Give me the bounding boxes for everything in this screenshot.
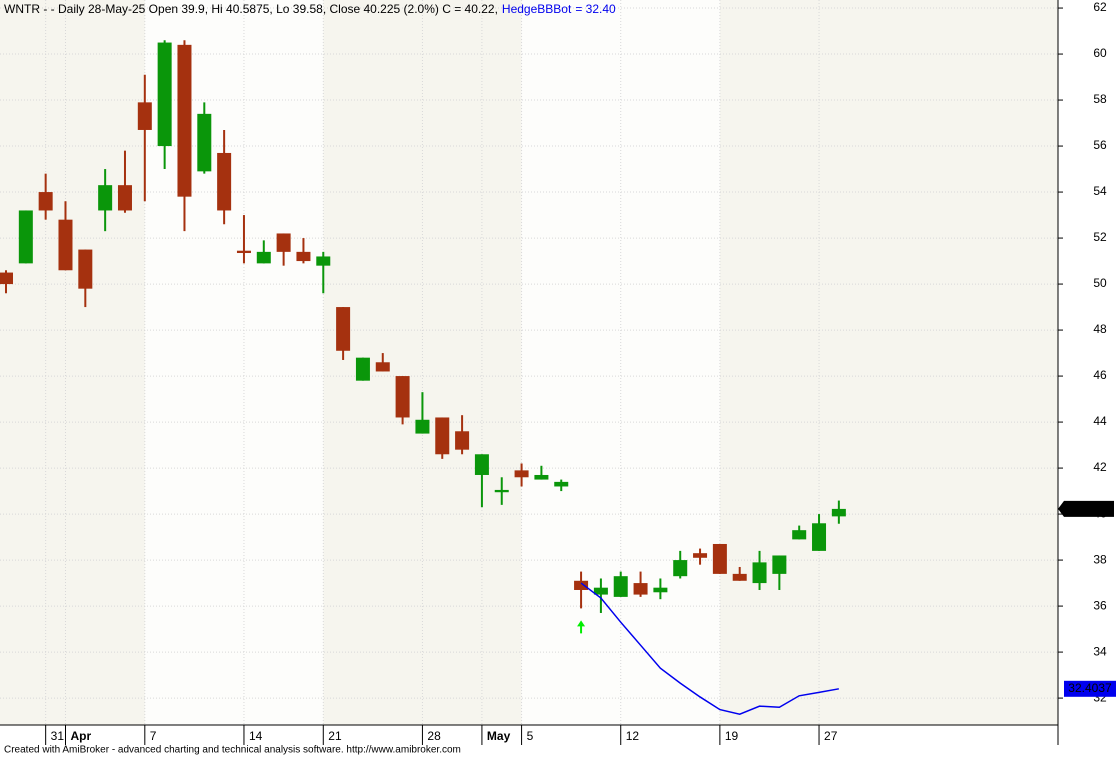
y-tick-label: 36 [1093,598,1107,612]
candle-body [474,454,489,475]
footer: Created with AmiBroker - advanced charti… [4,745,461,756]
candle-body [58,219,73,271]
x-tick-label: 14 [249,729,263,743]
candle-body [256,251,271,264]
candle-body [157,42,172,147]
candle-body [117,185,132,211]
candle-body [514,470,529,478]
value-label: 32.4037 [1068,681,1112,695]
candle-body [236,250,251,254]
candle-body [812,523,827,551]
candle-body [752,562,767,584]
y-tick-label: 56 [1093,138,1107,152]
y-tick-label: 54 [1093,184,1107,198]
candle-body [355,357,370,381]
candle-body [415,419,430,434]
candle-body [177,44,192,197]
x-tick-label: May [487,729,511,743]
candle-body [712,543,727,574]
candle-body [534,474,549,480]
x-tick-label: 28 [427,729,441,743]
candle-body [613,576,628,597]
candle-body [217,152,232,211]
y-tick-label: 60 [1093,46,1107,60]
chart-title: WNTR - - Daily 28-May-25 Open 39.9, Hi 4… [4,2,616,16]
y-tick-label: 52 [1093,230,1107,244]
candle-body [296,251,311,262]
indicator-name: HedgeBBBot [502,2,572,16]
candle-body [336,307,351,351]
y-tick-label: 48 [1093,322,1107,336]
candle-body [98,185,113,211]
candle-body [633,583,648,595]
band [144,0,324,725]
y-tick-label: 62 [1093,0,1107,14]
x-tick-label: 27 [824,729,838,743]
candle-body [316,256,331,266]
y-tick-label: 42 [1093,460,1107,474]
candle-body [653,587,668,593]
candle-body [18,210,33,264]
y-tick-label: 50 [1093,276,1107,290]
title-text: WNTR - - Daily 28-May-25 Open 39.9, Hi 4… [4,2,498,16]
x-tick-label: 5 [527,729,534,743]
candle-body [792,530,807,540]
y-tick-label: 46 [1093,368,1107,382]
x-tick-label: 12 [626,729,640,743]
indicator-line [580,582,839,715]
x-tick-label: 21 [328,729,342,743]
candle-body [554,481,569,487]
value-box [1064,680,1116,697]
candle-body [772,555,787,574]
x-tick-label: 7 [150,729,157,743]
x-tick-label: 19 [725,729,739,743]
candle-body [137,102,152,130]
candle-body [0,272,13,285]
close-label: 40.225 [1070,501,1107,515]
candle-body [197,113,212,172]
candle-body [693,553,708,558]
close-box [1058,500,1114,517]
buy-arrow [577,620,586,634]
candle-body [276,233,291,252]
grid [0,0,1058,725]
y-tick-label: 34 [1093,644,1107,658]
indicator-value: = 32.40 [575,2,616,16]
shading [144,0,720,725]
candle-body [375,362,390,372]
candle-body [494,489,509,493]
candle-body [831,508,846,517]
candles [0,40,846,715]
candle-body [435,417,450,455]
candle-body [673,560,688,577]
x-tick-label: 31 [51,729,65,743]
candle-body [38,192,53,211]
candle-body [593,587,608,595]
candle-body [78,249,93,289]
x-tick-label: Apr [70,729,91,743]
candle-body [455,431,470,450]
y-tick-label: 44 [1093,414,1107,428]
candle-body [395,376,410,418]
candle-body [574,580,589,590]
candle-body [732,573,747,581]
y-tick-label: 58 [1093,92,1107,106]
y-tick-label: 38 [1093,552,1107,566]
